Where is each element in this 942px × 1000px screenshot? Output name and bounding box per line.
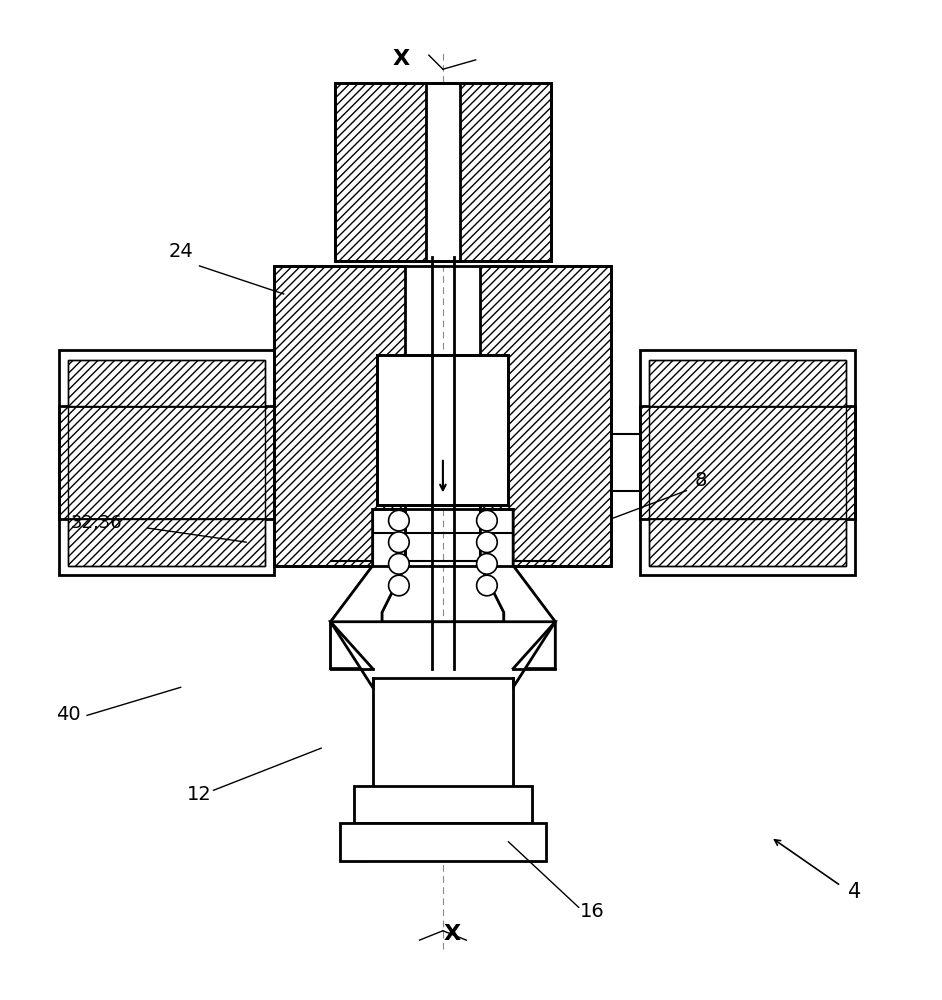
Circle shape bbox=[389, 575, 409, 596]
Bar bbox=[640, 350, 855, 575]
Polygon shape bbox=[480, 509, 555, 669]
Bar bbox=[640, 406, 855, 519]
Bar bbox=[59, 350, 274, 575]
Polygon shape bbox=[331, 509, 405, 669]
Bar bbox=[69, 360, 265, 566]
Bar bbox=[335, 83, 550, 261]
Bar bbox=[59, 406, 274, 519]
Bar bbox=[513, 786, 532, 823]
Circle shape bbox=[389, 554, 409, 574]
Circle shape bbox=[477, 575, 497, 596]
Text: 40: 40 bbox=[56, 705, 81, 724]
Text: 32,36: 32,36 bbox=[71, 514, 122, 532]
Bar bbox=[649, 519, 846, 566]
Bar bbox=[649, 360, 846, 566]
Circle shape bbox=[389, 532, 409, 553]
Text: X: X bbox=[444, 924, 461, 944]
Bar bbox=[354, 786, 532, 823]
Bar bbox=[274, 266, 611, 566]
Text: 8: 8 bbox=[694, 471, 706, 490]
Bar bbox=[335, 83, 550, 261]
Bar bbox=[649, 360, 846, 406]
Circle shape bbox=[477, 532, 497, 553]
Text: X: X bbox=[392, 49, 410, 69]
Bar bbox=[373, 678, 513, 790]
Circle shape bbox=[389, 510, 409, 531]
Bar bbox=[426, 83, 460, 261]
Bar bbox=[354, 786, 373, 823]
Polygon shape bbox=[331, 622, 555, 687]
Bar bbox=[69, 519, 265, 566]
Circle shape bbox=[477, 510, 497, 531]
Bar bbox=[523, 823, 546, 861]
Text: 12: 12 bbox=[187, 785, 212, 804]
Polygon shape bbox=[331, 509, 405, 669]
Bar bbox=[378, 355, 509, 505]
Polygon shape bbox=[480, 509, 555, 669]
Polygon shape bbox=[331, 622, 555, 687]
Text: 24: 24 bbox=[169, 242, 193, 261]
Text: 16: 16 bbox=[580, 902, 605, 921]
Bar bbox=[340, 823, 546, 861]
Bar bbox=[480, 266, 611, 566]
Bar bbox=[378, 355, 509, 505]
Bar bbox=[495, 678, 513, 790]
Bar bbox=[274, 266, 405, 566]
Circle shape bbox=[477, 554, 497, 574]
Bar bbox=[340, 823, 364, 861]
Bar bbox=[373, 678, 392, 790]
Bar bbox=[69, 360, 265, 406]
Text: 4: 4 bbox=[849, 882, 862, 902]
